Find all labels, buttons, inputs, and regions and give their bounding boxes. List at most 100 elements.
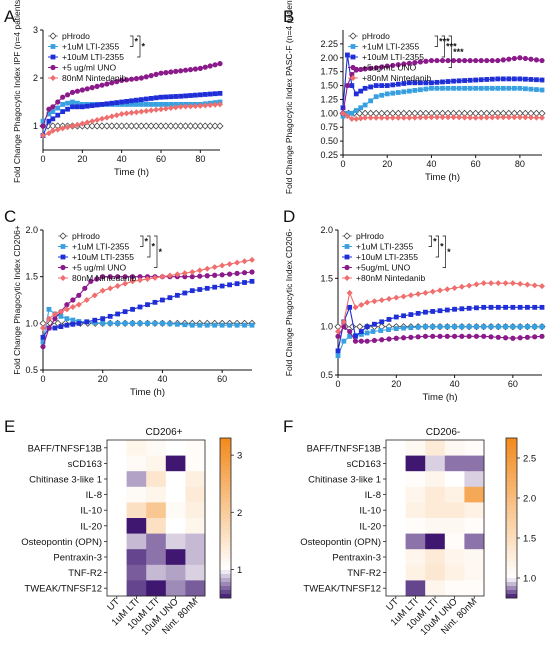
heatmap-cell (405, 549, 426, 566)
data-point (204, 322, 210, 328)
data-point (445, 85, 451, 91)
heatmap-cell (464, 486, 485, 503)
data-point (422, 289, 429, 296)
data-point (462, 78, 468, 83)
data-point (517, 55, 523, 61)
data-point (473, 85, 479, 91)
y-tick-label: 0.5 (320, 370, 333, 380)
heatmap-cell (386, 549, 406, 566)
data-point (54, 126, 61, 133)
colorbar-segment (506, 570, 517, 575)
data-point (489, 76, 495, 82)
data-point (177, 122, 185, 130)
data-point (147, 122, 155, 130)
data-point (89, 118, 96, 125)
legend-marker (350, 75, 356, 81)
row-label: TNF-R2 (68, 568, 102, 579)
data-point (511, 114, 518, 121)
data-point (167, 122, 175, 130)
data-point (517, 76, 523, 82)
colorbar-segment (220, 578, 231, 583)
data-point (509, 280, 516, 287)
data-point (429, 288, 436, 295)
data-point (109, 100, 115, 106)
colorbar-segment (220, 486, 231, 491)
colorbar-segment (506, 438, 517, 443)
data-point (40, 334, 46, 340)
data-point (187, 67, 194, 73)
legend-label: pHrodo (356, 231, 384, 241)
colorbar-segment (506, 490, 517, 495)
data-point (65, 106, 70, 112)
row-label: Osteopontin (OPN) (300, 537, 381, 548)
heatmap-cell (107, 549, 127, 566)
colorbar-segment (220, 438, 231, 443)
data-point (358, 332, 364, 337)
y-tick-label: 2.25 (320, 39, 338, 49)
data-point (386, 327, 391, 332)
data-point (242, 322, 247, 328)
panel-letter: B (283, 7, 294, 26)
data-point (353, 91, 359, 97)
data-point (473, 281, 480, 288)
data-point (108, 122, 116, 130)
data-point (181, 270, 188, 277)
data-point (488, 334, 494, 340)
colorbar-segment (506, 498, 517, 503)
data-point (456, 85, 462, 91)
colorbar-segment (506, 522, 517, 527)
data-point (212, 322, 218, 328)
significance-bracket (441, 35, 445, 58)
x-tick-label: 60 (471, 159, 481, 169)
data-point (517, 304, 523, 310)
data-point (207, 91, 213, 97)
data-point (124, 102, 129, 107)
data-point (234, 322, 240, 328)
significance-label: * (142, 42, 146, 52)
data-point (58, 324, 64, 329)
data-point (506, 85, 512, 91)
data-point (373, 65, 379, 71)
data-point (400, 114, 407, 121)
data-point (510, 304, 516, 310)
data-point (182, 67, 189, 73)
heatmap-cell (464, 580, 485, 597)
heatmap-cell (386, 502, 406, 519)
data-point (70, 99, 75, 105)
data-point (113, 122, 121, 130)
heatmap-cell (126, 564, 147, 581)
data-point (137, 122, 145, 130)
data-point (100, 316, 106, 322)
y-tick-label: 1.75 (320, 67, 338, 77)
data-point (458, 283, 465, 290)
data-point (88, 278, 94, 284)
data-point (502, 280, 509, 287)
heatmap-cell (165, 533, 186, 550)
y-tick-label: 1.25 (320, 94, 338, 104)
data-point (162, 105, 169, 112)
data-point (364, 299, 371, 306)
data-point (167, 321, 173, 327)
data-point (406, 80, 412, 86)
data-point (525, 304, 530, 310)
data-point (84, 319, 90, 325)
y-tick-label: 0.25 (320, 150, 338, 160)
data-point (197, 287, 203, 292)
data-point (211, 264, 218, 271)
heatmap-cell (444, 580, 465, 597)
data-point (439, 57, 446, 64)
y-tick-label: 2 (33, 73, 38, 83)
data-point (145, 320, 150, 326)
data-point (434, 85, 440, 91)
data-point (500, 114, 507, 121)
heatmap-cell (146, 502, 167, 519)
heatmap-cell (107, 455, 127, 472)
data-point (45, 130, 52, 137)
significance-bracket (137, 35, 141, 58)
data-point (533, 57, 540, 63)
colorbar-segment (506, 454, 517, 459)
data-point (84, 119, 91, 126)
data-point (440, 79, 445, 85)
data-point (129, 274, 136, 280)
data-point (153, 106, 160, 113)
